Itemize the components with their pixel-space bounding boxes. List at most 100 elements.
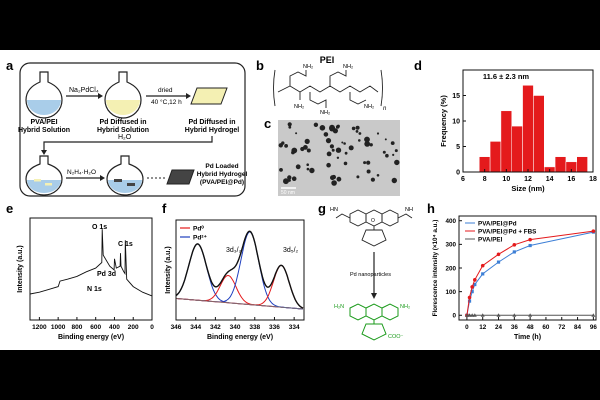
x-tick-label: 200 <box>128 324 139 331</box>
panel-g: g HN NH O Pd nanoparticles H₂N NH₂ COO⁻ <box>318 201 413 341</box>
nanoparticle <box>319 125 326 131</box>
amine-label: NH₂ <box>343 64 353 70</box>
nanoparticle <box>344 151 348 155</box>
return-arrow <box>43 136 213 150</box>
y-tick-label: 0 <box>452 313 456 320</box>
data-point <box>512 243 517 247</box>
loaded-film-icon <box>166 169 195 185</box>
panel-label-g: g <box>318 201 326 216</box>
x-axis-label: Time (h) <box>514 334 541 341</box>
nanoparticle <box>351 126 356 131</box>
histogram-bar <box>500 110 512 173</box>
x-tick-label: 0 <box>465 324 469 331</box>
peak-label-high: 3d₅/₂ <box>283 247 299 254</box>
nanoparticle <box>279 168 283 172</box>
nanoparticle <box>306 163 310 166</box>
carboxylate-label: COO⁻ <box>388 334 404 340</box>
x-axis-label: Binding energy (eV) <box>207 334 273 341</box>
nanoparticle <box>291 176 297 181</box>
x-tick-label: 346 <box>171 324 182 331</box>
background-line <box>176 298 304 310</box>
x-tick-label: 18 <box>589 176 597 183</box>
nanoparticle <box>358 132 362 135</box>
x-tick-label: 1000 <box>51 324 66 331</box>
histogram-bar <box>554 156 567 173</box>
panel-label-f: f <box>162 201 167 216</box>
nanoparticle <box>391 177 397 184</box>
amide-nh-label: HN <box>330 207 338 213</box>
data-point <box>467 295 472 300</box>
product-caption-2: Hybrid Hydrogel <box>197 171 248 178</box>
x-tick-label: 800 <box>71 324 82 331</box>
peak-annotation: N 1s <box>87 286 102 293</box>
y-tick-label: 5 <box>456 144 460 151</box>
nanoparticle <box>287 175 292 180</box>
y-tick-label: 0 <box>456 170 460 177</box>
nanoparticle <box>309 167 315 174</box>
nanoparticle <box>395 162 399 166</box>
nanoparticle <box>369 143 373 147</box>
x-tick-label: 400 <box>109 324 120 331</box>
scale-bar-label: 50 nm <box>281 190 295 196</box>
product-caption-3: (PVA/PEI@Pd) <box>200 179 244 186</box>
nanoparticle <box>329 144 334 149</box>
oxygen-label: O <box>371 218 375 224</box>
nanoparticle-dots <box>278 122 400 186</box>
data-point <box>473 278 477 282</box>
nanoparticle <box>325 138 332 144</box>
y-tick-label: 200 <box>445 265 456 272</box>
nanoparticle <box>278 143 283 148</box>
legend-label: PVA/PEI@Pd <box>478 221 517 228</box>
x-tick-label: 36 <box>511 324 519 331</box>
x-tick-label: 16 <box>567 176 575 183</box>
condition-temp: 40 °C,12 h <box>151 98 182 106</box>
peak-annotation: C 1s <box>118 241 133 248</box>
legend-label: PVA/PEI <box>478 237 503 244</box>
survey-spectrum-line <box>29 229 153 297</box>
nanoparticle <box>363 161 367 165</box>
data-point <box>467 313 472 317</box>
plot-frame <box>29 217 153 321</box>
x-tick-label: 12 <box>479 324 487 331</box>
x-tick-label: 340 <box>230 324 241 331</box>
x-tick-label: 342 <box>210 324 221 331</box>
data-point <box>470 290 474 294</box>
nanoparticle <box>384 138 387 141</box>
x-tick-label: 1200 <box>32 324 47 331</box>
nanoparticle <box>304 138 310 144</box>
reagent-hydrazine: N₂H₄·H₂O <box>67 169 96 176</box>
data-point <box>473 282 477 287</box>
data-point <box>472 313 477 317</box>
nanoparticle <box>295 164 301 170</box>
amine-label: NH₂ <box>320 110 330 116</box>
nanoparticle <box>295 132 298 135</box>
legend-label: PVA/PEI@Pd + FBS <box>478 229 536 236</box>
y-axis-label: Frequency (%) <box>439 95 448 147</box>
x-tick-label: 96 <box>590 324 598 331</box>
nanoparticle <box>341 141 344 144</box>
nanoparticle <box>382 150 386 154</box>
nanoparticle <box>343 161 348 166</box>
histogram-bar <box>576 156 588 173</box>
x-tick-label: 344 <box>190 324 201 331</box>
repeat-n: n <box>383 106 387 112</box>
panel-label-e: e <box>6 201 13 216</box>
x-tick-label: 48 <box>527 324 535 331</box>
data-point <box>480 313 485 317</box>
nanoparticle <box>335 125 340 129</box>
top-black-bar <box>0 0 600 50</box>
panel-label-a: a <box>6 58 14 73</box>
nanoparticle <box>331 148 335 152</box>
data-point <box>470 313 475 317</box>
data-point <box>512 313 517 317</box>
plot-frame <box>175 219 305 321</box>
nanoparticle <box>326 162 331 168</box>
envelope-line <box>175 230 304 309</box>
x-axis-label: Size (nm) <box>511 184 545 193</box>
x-tick-label: 10 <box>502 176 510 183</box>
panel-label-c: c <box>264 116 271 131</box>
reagent-na2pdcl4: Na₂PdCl₄ <box>69 87 99 94</box>
y-axis-label: Intensity (a.u.) <box>165 246 172 293</box>
nanoparticle <box>376 174 380 177</box>
legend-label: Pd⁰ <box>193 225 204 233</box>
